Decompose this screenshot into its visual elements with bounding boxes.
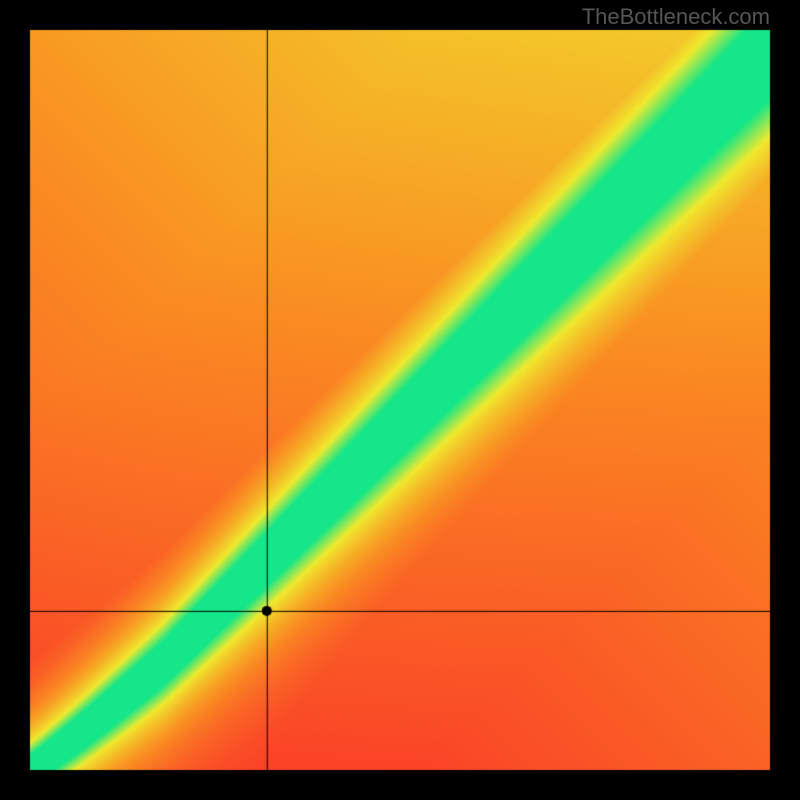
bottleneck-heatmap bbox=[0, 0, 800, 800]
watermark-text: TheBottleneck.com bbox=[582, 4, 770, 30]
chart-container: TheBottleneck.com bbox=[0, 0, 800, 800]
